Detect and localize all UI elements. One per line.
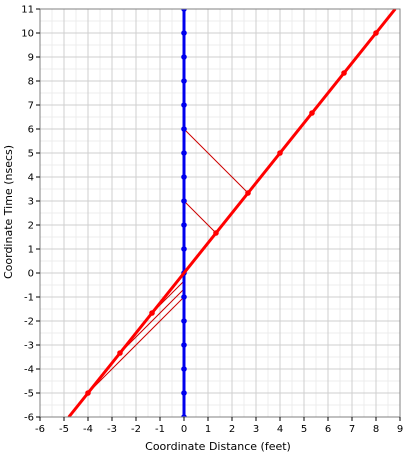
x-tick-label: -1 — [155, 424, 165, 435]
blue-point — [181, 9, 187, 12]
y-tick-label: 5 — [28, 149, 34, 160]
blue-point — [181, 414, 187, 417]
y-tick-label: 3 — [28, 197, 34, 208]
blue-point — [181, 54, 187, 60]
signal-line-segment — [183, 200, 217, 234]
y-tick-label: 11 — [21, 5, 34, 16]
x-tick-label: 8 — [373, 424, 379, 435]
blue-point — [181, 390, 187, 396]
y-tick-label: -5 — [24, 389, 34, 400]
x-tick-label: 9 — [397, 424, 403, 435]
red-point — [309, 110, 315, 116]
y-tick-label: -2 — [24, 317, 34, 328]
x-tick-label: 1 — [205, 424, 211, 435]
plot-frame — [39, 8, 401, 418]
blue-point — [181, 126, 187, 132]
y-tick-label: 10 — [21, 29, 34, 40]
series-group — [67, 9, 397, 417]
x-tick-label: -2 — [131, 424, 141, 435]
blue-point — [181, 102, 187, 108]
red-point — [373, 30, 379, 36]
y-tick-label: -6 — [24, 413, 34, 424]
blue-point — [181, 318, 187, 324]
x-tick-label: 6 — [325, 424, 331, 435]
y-tick-label: 9 — [28, 53, 34, 64]
series-layer — [67, 9, 397, 417]
blue-point — [181, 174, 187, 180]
signal-line-segment — [183, 128, 249, 194]
x-tick-label: 7 — [349, 424, 355, 435]
blue-point — [181, 246, 187, 252]
y-tick-label: 7 — [28, 101, 34, 112]
red-point — [213, 230, 219, 236]
y-tick-label: 2 — [28, 221, 34, 232]
red-point — [85, 390, 91, 396]
x-axis-label: Coordinate Distance (feet) — [145, 440, 291, 453]
y-tick-label: 4 — [28, 173, 34, 184]
blue-point — [181, 78, 187, 84]
x-tick-label: 0 — [181, 424, 187, 435]
y-tick-label: 6 — [28, 125, 34, 136]
x-tick-label: -3 — [107, 424, 117, 435]
y-tick-label: -3 — [24, 341, 34, 352]
red-point — [149, 310, 155, 316]
x-tick-label: 4 — [277, 424, 283, 435]
y-tick-label: -4 — [24, 365, 34, 376]
red-point — [277, 150, 283, 156]
x-tick-label: -6 — [35, 424, 45, 435]
signal-line-segment — [119, 288, 185, 354]
blue-point — [181, 366, 187, 372]
blue-point — [181, 30, 187, 36]
red-worldline — [67, 9, 397, 417]
x-tick-label: 2 — [229, 424, 235, 435]
red-point — [117, 350, 123, 356]
y-axis-label: Coordinate Time (nsecs) — [2, 145, 15, 279]
axes: -6 -5 -4 -3 -2 -1 0 1 2 3 4 5 6 7 8 9 -6 -5 -4 -3 -2 -1 0 1 2 3 4 5… — [21, 5, 403, 436]
x-tick-label: 3 — [253, 424, 259, 435]
blue-point — [181, 294, 187, 300]
blue-point — [181, 198, 187, 204]
y-tick-label: 1 — [28, 245, 34, 256]
y-tick-label: 8 — [28, 77, 34, 88]
blue-point — [181, 342, 187, 348]
blue-point — [181, 150, 187, 156]
x-tick-label: 5 — [301, 424, 307, 435]
x-tick-label: -4 — [83, 424, 93, 435]
y-tick-label: 0 — [28, 269, 34, 280]
red-point — [245, 190, 251, 196]
blue-point — [181, 222, 187, 228]
y-tick-label: -1 — [24, 293, 34, 304]
x-tick-label: -5 — [59, 424, 69, 435]
red-point — [341, 70, 347, 76]
signal-line-segment — [87, 296, 185, 394]
